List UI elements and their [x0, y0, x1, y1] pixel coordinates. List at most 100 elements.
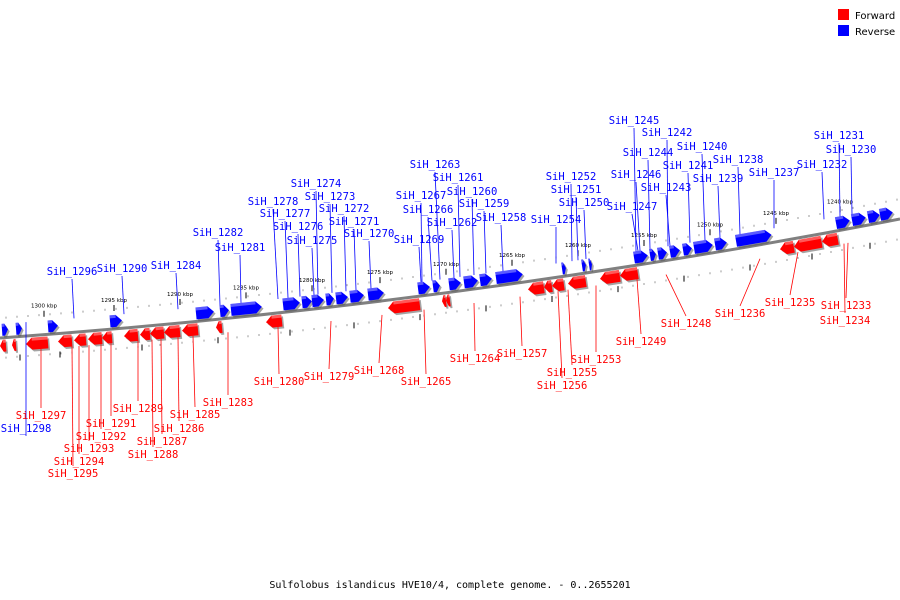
gene-label[interactable]: SiH_1261 [433, 172, 484, 184]
gene-label[interactable]: SiH_1277 [260, 208, 311, 220]
gene-label[interactable]: SiH_1274 [291, 178, 342, 190]
gene-label[interactable]: SiH_1253 [571, 354, 622, 366]
reverse-gene-arrow[interactable] [682, 242, 695, 258]
reverse-gene-arrow[interactable] [714, 236, 730, 253]
reverse-gene-arrow[interactable] [448, 277, 463, 293]
forward-gene-arrow[interactable] [527, 281, 547, 297]
reverse-gene-arrow[interactable] [834, 214, 853, 231]
gene-label[interactable]: SiH_1284 [151, 260, 202, 272]
gene-label[interactable]: SiH_1244 [623, 147, 674, 159]
forward-gene-arrow[interactable] [163, 325, 183, 341]
gene-label[interactable]: SiH_1230 [826, 144, 877, 156]
gene-label[interactable]: SiH_1280 [254, 376, 305, 388]
reverse-gene-arrow[interactable] [866, 209, 883, 225]
forward-gene-arrow[interactable] [821, 232, 841, 250]
forward-gene-arrow[interactable] [0, 339, 9, 354]
gene-label[interactable]: SiH_1241 [663, 160, 714, 172]
gene-label[interactable]: SiH_1246 [611, 169, 662, 181]
gene-label[interactable]: SiH_1270 [344, 228, 395, 240]
forward-gene-arrow[interactable] [445, 294, 453, 309]
reverse-gene-arrow[interactable] [561, 262, 568, 277]
forward-gene-arrow[interactable] [12, 338, 19, 353]
gene-label[interactable]: SiH_1262 [427, 217, 478, 229]
reverse-gene-arrow[interactable] [109, 314, 124, 330]
gene-label[interactable]: SiH_1235 [765, 297, 816, 309]
gene-label[interactable]: SiH_1240 [677, 141, 728, 153]
gene-label[interactable]: SiH_1242 [642, 127, 693, 139]
reverse-gene-arrow[interactable] [195, 306, 216, 322]
reverse-gene-arrow[interactable] [432, 279, 442, 295]
gene-label[interactable]: SiH_1279 [304, 371, 355, 383]
reverse-gene-arrow[interactable] [349, 289, 366, 305]
reverse-gene-arrow[interactable] [325, 293, 336, 308]
reverse-gene-arrow[interactable] [581, 259, 589, 274]
gene-label[interactable]: SiH_1257 [497, 348, 548, 360]
gene-label[interactable]: SiH_1281 [215, 242, 266, 254]
gene-label[interactable]: SiH_1288 [128, 449, 179, 461]
gene-label[interactable]: SiH_1243 [641, 182, 692, 194]
gene-label[interactable]: SiH_1266 [403, 204, 454, 216]
gene-label[interactable]: SiH_1233 [821, 300, 872, 312]
gene-label[interactable]: SiH_1268 [354, 365, 405, 377]
reverse-gene-arrow[interactable] [479, 272, 494, 288]
gene-label[interactable]: SiH_1234 [820, 315, 871, 327]
gene-label[interactable]: SiH_1255 [547, 367, 598, 379]
gene-label[interactable]: SiH_1260 [447, 186, 498, 198]
gene-label[interactable]: SiH_1265 [401, 376, 452, 388]
reverse-gene-arrow[interactable] [669, 244, 683, 260]
gene-label[interactable]: SiH_1250 [559, 197, 610, 209]
gene-label[interactable]: SiH_1259 [459, 198, 510, 210]
gene-label[interactable]: SiH_1296 [47, 266, 98, 278]
forward-gene-arrow[interactable] [779, 240, 797, 257]
reverse-gene-arrow[interactable] [367, 287, 386, 303]
reverse-gene-arrow[interactable] [311, 294, 326, 309]
gene-label[interactable]: SiH_1232 [797, 159, 848, 171]
reverse-gene-arrow[interactable] [219, 304, 231, 319]
gene-label[interactable]: SiH_1285 [170, 409, 221, 421]
forward-gene-arrow[interactable] [567, 275, 589, 292]
gene-label[interactable]: SiH_1298 [1, 423, 52, 435]
forward-gene-arrow[interactable] [619, 267, 641, 284]
gene-label[interactable]: SiH_1267 [396, 190, 447, 202]
forward-gene-arrow[interactable] [599, 269, 623, 287]
gene-label[interactable]: SiH_1248 [661, 318, 712, 330]
forward-gene-arrow[interactable] [551, 278, 567, 294]
gene-label[interactable]: SiH_1282 [193, 227, 244, 239]
reverse-gene-arrow[interactable] [417, 281, 432, 297]
reverse-gene-arrow[interactable] [734, 229, 774, 249]
gene-label[interactable]: SiH_1275 [287, 235, 338, 247]
reverse-gene-arrow[interactable] [878, 206, 896, 223]
forward-gene-arrow[interactable] [265, 314, 285, 330]
forward-gene-arrow[interactable] [87, 332, 105, 347]
forward-gene-arrow[interactable] [793, 235, 825, 255]
gene-label[interactable]: SiH_1256 [537, 380, 588, 392]
forward-gene-arrow[interactable] [26, 336, 51, 352]
reverse-gene-arrow[interactable] [850, 211, 869, 228]
reverse-gene-arrow[interactable] [47, 320, 61, 335]
reverse-gene-arrow[interactable] [230, 301, 264, 318]
reverse-gene-arrow[interactable] [301, 295, 314, 311]
reverse-gene-arrow[interactable] [282, 296, 302, 313]
gene-label[interactable]: SiH_1291 [86, 418, 137, 430]
gene-label[interactable]: SiH_1254 [531, 214, 582, 226]
forward-gene-arrow[interactable] [101, 331, 115, 346]
reverse-gene-arrow[interactable] [495, 268, 525, 286]
forward-gene-arrow[interactable] [123, 328, 141, 344]
forward-gene-arrow[interactable] [387, 298, 423, 316]
gene-label[interactable]: SiH_1251 [551, 184, 602, 196]
reverse-gene-arrow[interactable] [335, 291, 350, 307]
reverse-gene-arrow[interactable] [633, 249, 650, 266]
gene-label[interactable]: SiH_1252 [546, 171, 597, 183]
forward-gene-arrow[interactable] [215, 320, 225, 336]
gene-label[interactable]: SiH_1269 [394, 234, 445, 246]
forward-gene-arrow[interactable] [139, 327, 153, 343]
gene-label[interactable]: SiH_1263 [410, 159, 461, 171]
gene-label[interactable]: SiH_1272 [319, 203, 370, 215]
gene-label[interactable]: SiH_1239 [693, 173, 744, 185]
gene-label[interactable]: SiH_1249 [616, 336, 667, 348]
reverse-gene-arrow[interactable] [1, 323, 10, 338]
gene-label[interactable]: SiH_1287 [137, 436, 188, 448]
gene-label[interactable]: SiH_1297 [16, 410, 67, 422]
reverse-gene-arrow[interactable] [15, 322, 25, 337]
gene-label[interactable]: SiH_1273 [305, 191, 356, 203]
